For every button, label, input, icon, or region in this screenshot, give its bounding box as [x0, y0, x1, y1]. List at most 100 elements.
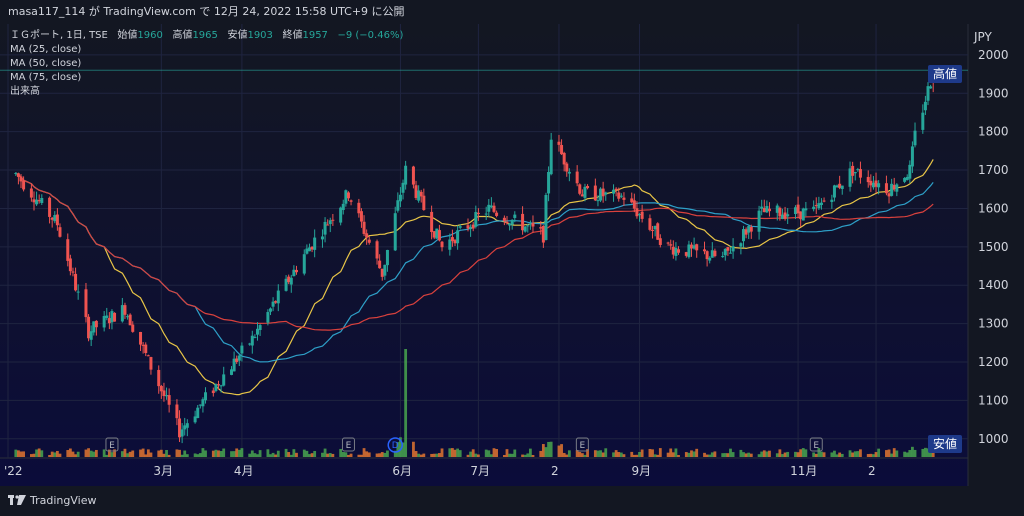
candle-body[interactable]	[656, 223, 660, 240]
candle-body[interactable]	[723, 248, 727, 256]
volume-bar[interactable]	[211, 450, 215, 457]
volume-bar[interactable]	[214, 449, 218, 457]
candle-body[interactable]	[786, 214, 790, 217]
candle-body[interactable]	[141, 344, 145, 346]
candle-body[interactable]	[560, 145, 564, 155]
candle-body[interactable]	[113, 312, 117, 322]
candle-body[interactable]	[913, 130, 917, 146]
candle-body[interactable]	[365, 233, 369, 238]
candle-body[interactable]	[508, 223, 512, 226]
volume-bar[interactable]	[848, 450, 852, 457]
candle-body[interactable]	[744, 229, 748, 235]
candle-body[interactable]	[183, 425, 187, 430]
candle-body[interactable]	[110, 311, 114, 323]
candle-body[interactable]	[274, 301, 278, 303]
candle-body[interactable]	[580, 194, 584, 197]
volume-bar[interactable]	[804, 449, 808, 457]
volume-bar[interactable]	[747, 452, 751, 457]
volume-bar[interactable]	[913, 449, 917, 457]
candle-body[interactable]	[910, 146, 914, 167]
volume-bar[interactable]	[222, 448, 226, 457]
volume-bar[interactable]	[903, 451, 907, 457]
volume-bar[interactable]	[326, 453, 330, 457]
volume-bar[interactable]	[66, 450, 70, 457]
candle-body[interactable]	[144, 344, 148, 354]
volume-bar[interactable]	[658, 448, 662, 457]
candle-body[interactable]	[19, 176, 23, 182]
candle-body[interactable]	[604, 192, 608, 195]
candle-body[interactable]	[159, 385, 163, 392]
candle-body[interactable]	[565, 163, 569, 172]
volume-bar[interactable]	[331, 453, 335, 457]
candle-body[interactable]	[430, 211, 434, 233]
volume-bar[interactable]	[651, 449, 654, 457]
candle-body[interactable]	[359, 211, 363, 222]
candle-body[interactable]	[349, 200, 353, 202]
candle-body[interactable]	[448, 239, 452, 250]
volume-bar[interactable]	[786, 451, 790, 457]
candle-body[interactable]	[29, 188, 33, 198]
candle-body[interactable]	[695, 244, 699, 251]
candle-body[interactable]	[578, 184, 582, 194]
volume-bar[interactable]	[671, 452, 675, 457]
volume-bar[interactable]	[305, 450, 309, 457]
volume-bar[interactable]	[422, 453, 426, 457]
volume-bar[interactable]	[731, 452, 735, 457]
volume-bar[interactable]	[492, 448, 496, 457]
candle-body[interactable]	[149, 357, 153, 370]
candle-body[interactable]	[357, 202, 361, 214]
candle-body[interactable]	[92, 321, 96, 333]
volume-bar[interactable]	[796, 452, 800, 457]
candle-body[interactable]	[812, 206, 816, 210]
candle-body[interactable]	[146, 355, 150, 357]
volume-bar[interactable]	[399, 437, 402, 457]
volume-bar[interactable]	[911, 446, 914, 457]
candle-body[interactable]	[832, 185, 836, 198]
volume-bar[interactable]	[523, 454, 527, 457]
candle-body[interactable]	[339, 207, 343, 223]
candle-body[interactable]	[921, 112, 925, 130]
candle-body[interactable]	[705, 251, 709, 260]
volume-bar[interactable]	[48, 454, 51, 457]
volume-bar[interactable]	[139, 449, 142, 457]
candle-body[interactable]	[328, 220, 332, 225]
candle-body[interactable]	[287, 276, 291, 283]
candle-body[interactable]	[874, 180, 878, 187]
candle-body[interactable]	[193, 416, 197, 423]
volume-bar[interactable]	[185, 454, 189, 457]
volume-bar[interactable]	[295, 452, 298, 457]
candle-body[interactable]	[313, 237, 317, 250]
volume-bar[interactable]	[310, 453, 314, 457]
candle-body[interactable]	[583, 186, 587, 198]
volume-bar[interactable]	[820, 451, 823, 457]
candle-body[interactable]	[666, 242, 670, 244]
volume-bar[interactable]	[684, 452, 688, 457]
candle-body[interactable]	[411, 166, 415, 185]
candle-body[interactable]	[484, 213, 488, 215]
volume-bar[interactable]	[690, 450, 693, 457]
candle-body[interactable]	[526, 225, 530, 227]
candle-body[interactable]	[380, 268, 384, 277]
candle-body[interactable]	[211, 390, 215, 394]
volume-bar[interactable]	[404, 349, 408, 457]
candle-body[interactable]	[292, 269, 296, 277]
candle-body[interactable]	[196, 407, 200, 419]
volume-bar[interactable]	[94, 449, 98, 457]
legend-ma50[interactable]: MA (50, close)	[10, 58, 82, 69]
volume-bar[interactable]	[833, 450, 836, 457]
volume-bar[interactable]	[386, 450, 389, 457]
volume-bar[interactable]	[760, 451, 764, 457]
candle-body[interactable]	[14, 173, 18, 175]
volume-bar[interactable]	[435, 453, 439, 457]
volume-bar[interactable]	[14, 449, 18, 457]
volume-bar[interactable]	[856, 451, 860, 457]
candle-body[interactable]	[55, 214, 59, 226]
candle-body[interactable]	[50, 217, 54, 220]
volume-bar[interactable]	[757, 454, 761, 457]
volume-bar[interactable]	[669, 448, 673, 457]
volume-bar[interactable]	[783, 452, 787, 457]
candle-body[interactable]	[289, 277, 293, 285]
candle-body[interactable]	[466, 225, 470, 229]
volume-bar[interactable]	[549, 441, 553, 457]
volume-bar[interactable]	[599, 450, 602, 457]
